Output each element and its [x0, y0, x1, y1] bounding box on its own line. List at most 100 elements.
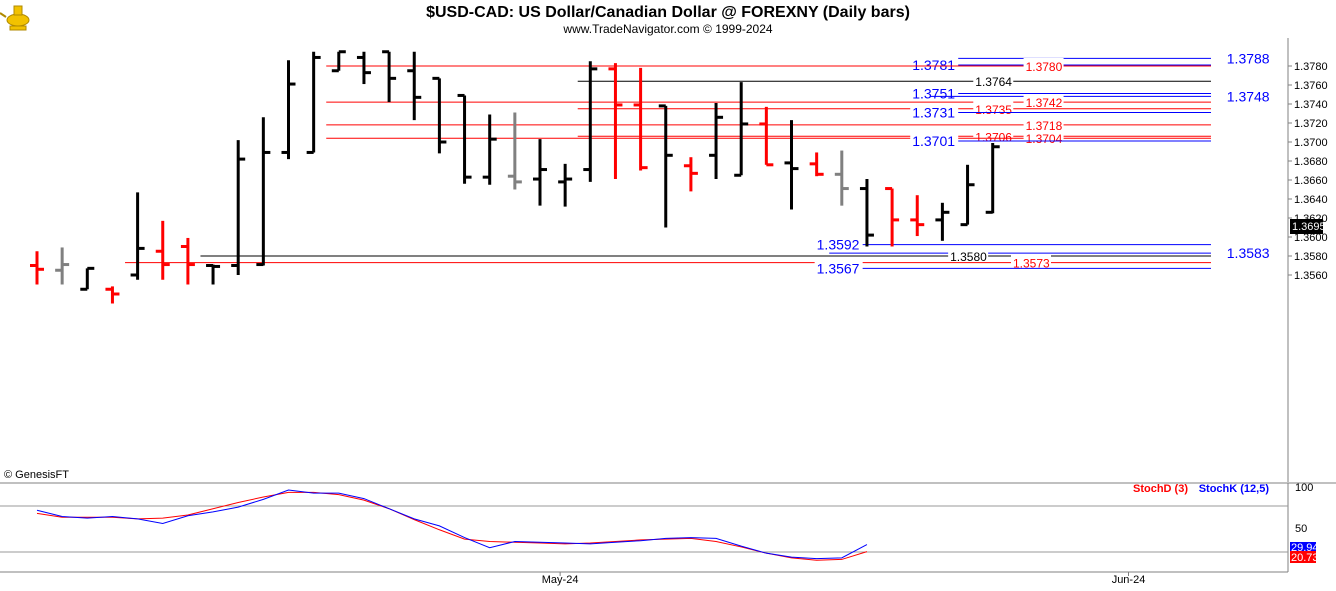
logo: [0, 5, 30, 31]
level-label: 1.3735: [975, 103, 1012, 117]
stoch-k-value-box: [1290, 542, 1316, 553]
ohlc-bar: [558, 163, 573, 207]
level-label-bg: [814, 260, 863, 276]
x-tick-label: Jun-24: [1112, 574, 1146, 586]
ohlc-bar: [784, 120, 799, 210]
y-tick-label: 1.3660: [1294, 175, 1328, 187]
level-label: 1.3701: [912, 133, 955, 149]
level-label: 1.3781: [912, 57, 955, 73]
y-tick-label: 1.3740: [1294, 99, 1328, 111]
ohlc-bar: [55, 247, 70, 285]
level-label: 1.3573: [1013, 257, 1050, 271]
ohlc-bar: [859, 179, 874, 247]
stoch-d-value-box: [1290, 551, 1316, 563]
y-tick-label: 1.3700: [1294, 137, 1328, 149]
stoch-d-line: [36, 491, 868, 561]
ohlc-bar: [432, 76, 447, 154]
ohlc-bar: [709, 103, 724, 180]
ohlc-bar: [130, 192, 145, 280]
ohlc-bar: [507, 112, 522, 190]
chart-title: $USD-CAD: US Dollar/Canadian Dollar @ FO…: [426, 4, 910, 21]
last-price-label: 1.3695: [1292, 221, 1326, 233]
chart-subtitle: www.TradeNavigator.com © 1999-2024: [562, 22, 772, 36]
ohlc-bars: [30, 50, 1000, 304]
ohlc-bar: [281, 60, 296, 160]
y-tick-label: 1.3580: [1294, 251, 1328, 263]
level-label: 1.3592: [817, 237, 860, 253]
stoch-d-value: 20.73: [1291, 552, 1319, 564]
stoch-k-line: [36, 489, 868, 560]
ohlc-bar: [583, 61, 598, 182]
y-tick-label: 1.3600: [1294, 232, 1328, 244]
y-tick-label: 1.3680: [1294, 156, 1328, 168]
ohlc-bar: [759, 106, 774, 167]
ohlc-bar: [231, 140, 246, 275]
ohlc-bar: [105, 286, 120, 304]
ohlc-bar: [985, 142, 1000, 214]
ohlc-bar: [533, 139, 547, 206]
stochastic-indicator: StochD (3) StochK (12,5) 100 50 29.94 20…: [36, 482, 1319, 564]
level-label-bg: [1224, 245, 1273, 261]
level-label-bg: [1011, 254, 1051, 270]
level-label: 1.3764: [975, 75, 1012, 89]
y-tick-label: 1.3760: [1294, 80, 1328, 92]
y-tick-label: 1.3560: [1294, 270, 1328, 282]
date-x-axis: May-24 Jun-24: [542, 572, 1146, 586]
level-label: 1.3731: [912, 105, 955, 121]
ohlc-bar: [407, 51, 422, 121]
level-label-bg: [973, 128, 1014, 144]
level-label-bg: [1023, 116, 1064, 132]
level-label: 1.3704: [1026, 132, 1063, 146]
level-label-bg: [910, 133, 959, 149]
ohlc-bar: [356, 51, 371, 85]
ohlc-bar: [885, 187, 900, 247]
ohlc-bar: [960, 164, 975, 227]
genie-lamp-icon: [0, 5, 30, 31]
ohlc-bar: [734, 82, 749, 177]
ohlc-bar: [30, 251, 44, 285]
ohlc-bar: [206, 264, 221, 285]
ohlc-bar: [910, 195, 925, 237]
level-label-bg: [910, 57, 959, 73]
ohlc-bar: [834, 150, 849, 206]
ohlc-bar: [331, 50, 346, 73]
level-label-bg: [973, 100, 1014, 116]
ohlc-bar: [809, 152, 824, 177]
ohlc-bar: [180, 237, 195, 285]
level-label-bg: [1023, 58, 1064, 73]
level-label: 1.3706: [975, 130, 1012, 144]
level-label: 1.3567: [817, 260, 860, 276]
y-tick-label: 1.3640: [1294, 194, 1328, 206]
ohlc-bar: [382, 50, 397, 103]
price-y-axis: 1.3780 1.3760 1.3740 1.3720 1.3700 1.3680 1.36…: [1288, 61, 1328, 282]
y-tick-label: 1.3720: [1294, 118, 1328, 130]
level-label-bg: [973, 73, 1014, 89]
ohlc-bar: [155, 220, 170, 280]
ohlc-bar: [80, 266, 95, 291]
x-tick-label: May-24: [542, 574, 579, 586]
level-label-bg: [1224, 50, 1273, 66]
level-label-bg: [814, 236, 863, 252]
ohlc-bar: [482, 114, 497, 185]
stoch-tick-100: 100: [1295, 482, 1313, 494]
level-label: 1.3718: [1026, 119, 1063, 133]
y-tick-label: 1.3780: [1294, 61, 1328, 73]
ohlc-bar: [457, 93, 472, 184]
stoch-tick-50: 50: [1295, 523, 1307, 535]
level-label: 1.3751: [912, 86, 955, 102]
level-label: 1.3788: [1227, 50, 1270, 66]
level-label: 1.3580: [950, 250, 987, 264]
last-price-box: [1290, 219, 1323, 234]
ohlc-bar: [658, 104, 673, 228]
level-label-bg: [1224, 88, 1273, 104]
ohlc-bar: [256, 117, 271, 267]
last-price-marker: 1.3695: [1290, 219, 1326, 234]
level-label: 1.3780: [1026, 60, 1063, 74]
level-label-bg: [948, 248, 989, 263]
level-label: 1.3748: [1227, 88, 1270, 104]
price-levels: 1.3788 1.3781 1.3780 1.3764 1.3751 1.3748 1.37…: [125, 50, 1273, 276]
ohlc-bar: [935, 202, 950, 241]
level-label-bg: [910, 104, 959, 120]
level-label: 1.3742: [1026, 96, 1063, 110]
